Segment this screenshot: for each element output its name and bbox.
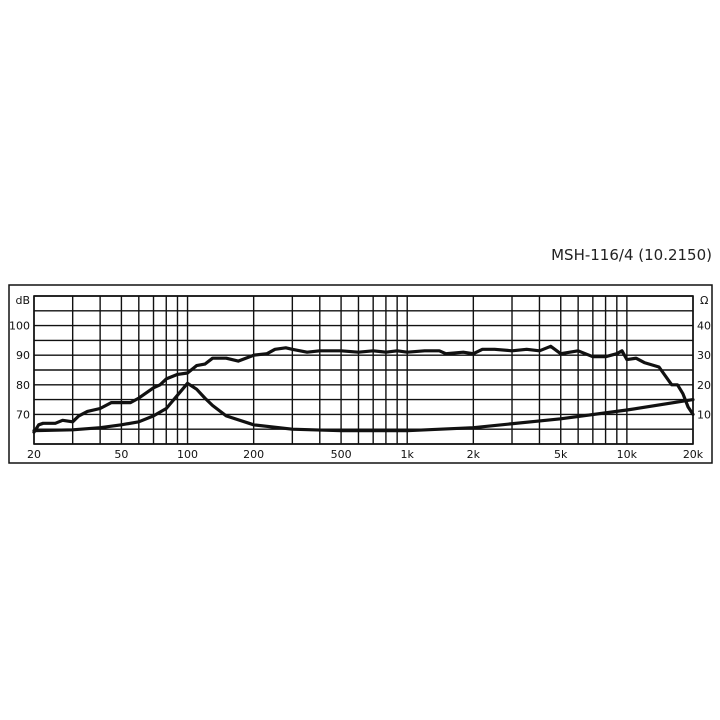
outer-frame xyxy=(8,284,713,464)
x-tick-label: 20 xyxy=(27,448,41,461)
x-tick-label: 5k xyxy=(554,448,568,461)
y-right-tick-label: 30 xyxy=(697,349,711,362)
x-tick-label: 100 xyxy=(177,448,198,461)
x-tick-label: 500 xyxy=(331,448,352,461)
y-right-tick-label: 10 xyxy=(697,408,711,421)
y-right-tick-label: 20 xyxy=(697,379,711,392)
y-left-tick-label: 80 xyxy=(16,379,30,392)
plot-area-border xyxy=(33,295,694,445)
x-tick-label: 2k xyxy=(467,448,481,461)
x-tick-label: 20k xyxy=(683,448,704,461)
y-right-tick-label: 40 xyxy=(697,320,711,333)
x-tick-label: 1k xyxy=(401,448,415,461)
y-left-tick-label: 100 xyxy=(9,320,30,333)
y-left-tick-label: 70 xyxy=(16,408,30,421)
x-tick-label: 10k xyxy=(617,448,638,461)
chart-title: MSH-116/4 (10.2150) xyxy=(551,246,712,264)
y-left-tick-label: 90 xyxy=(16,349,30,362)
y-right-axis-label: Ω xyxy=(700,294,708,307)
spl-curve xyxy=(32,344,695,434)
y-left-axis-label: dB xyxy=(15,294,30,307)
x-tick-label: 50 xyxy=(114,448,128,461)
impedance-curve xyxy=(32,381,695,433)
x-tick-label: 200 xyxy=(243,448,264,461)
